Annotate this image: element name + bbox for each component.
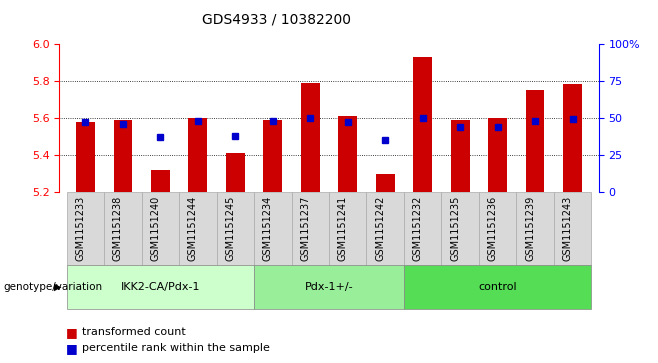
- Bar: [376, 174, 395, 192]
- Text: GSM1151236: GSM1151236: [488, 196, 497, 261]
- Text: GDS4933 / 10382200: GDS4933 / 10382200: [202, 13, 351, 27]
- Text: GSM1151237: GSM1151237: [300, 196, 311, 261]
- Bar: [451, 120, 470, 192]
- Text: GSM1151240: GSM1151240: [151, 196, 161, 261]
- Bar: [563, 85, 582, 192]
- Text: GSM1151232: GSM1151232: [413, 196, 422, 261]
- Bar: [151, 170, 170, 192]
- Text: Pdx-1+/-: Pdx-1+/-: [305, 282, 353, 292]
- Text: GSM1151242: GSM1151242: [375, 196, 385, 261]
- Text: GSM1151239: GSM1151239: [525, 196, 535, 261]
- Text: ■: ■: [66, 326, 78, 339]
- Text: GSM1151235: GSM1151235: [450, 196, 460, 261]
- Text: GSM1151243: GSM1151243: [563, 196, 572, 261]
- Bar: [263, 120, 282, 192]
- Text: genotype/variation: genotype/variation: [3, 282, 103, 292]
- Bar: [114, 120, 132, 192]
- Bar: [76, 122, 95, 192]
- Text: transformed count: transformed count: [82, 327, 186, 337]
- Bar: [188, 118, 207, 192]
- Text: ■: ■: [66, 342, 78, 355]
- Text: GSM1151238: GSM1151238: [113, 196, 123, 261]
- Text: ▶: ▶: [54, 282, 61, 292]
- Text: GSM1151234: GSM1151234: [263, 196, 273, 261]
- Bar: [526, 90, 544, 192]
- Text: percentile rank within the sample: percentile rank within the sample: [82, 343, 270, 354]
- Bar: [301, 83, 320, 192]
- Text: GSM1151241: GSM1151241: [338, 196, 347, 261]
- Bar: [338, 116, 357, 192]
- Bar: [226, 153, 245, 192]
- Bar: [488, 118, 507, 192]
- Text: IKK2-CA/Pdx-1: IKK2-CA/Pdx-1: [120, 282, 200, 292]
- Bar: [413, 57, 432, 192]
- Text: GSM1151245: GSM1151245: [225, 196, 236, 261]
- Text: GSM1151233: GSM1151233: [76, 196, 86, 261]
- Text: GSM1151244: GSM1151244: [188, 196, 198, 261]
- Text: control: control: [478, 282, 517, 292]
